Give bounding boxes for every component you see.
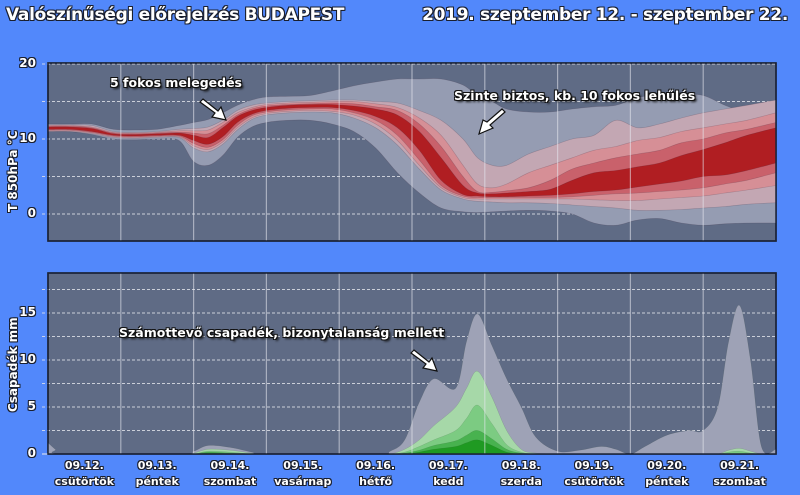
x-label-date: 09.16. [356, 459, 396, 472]
x-label-date: 09.20. [647, 459, 687, 472]
annotation-cooling: Szinte biztos, kb. 10 fokos lehűlés [454, 88, 696, 103]
x-label-weekday: péntek [135, 475, 179, 488]
ytick-precip-10: 10 [19, 352, 36, 366]
x-label-day: 09.12. csütörtök [44, 458, 124, 490]
x-label-day: 09.17. kedd [408, 458, 488, 490]
ytick-temp-20: 20 [19, 56, 36, 70]
x-label-weekday: szombat [203, 475, 257, 488]
y-axis-label-precip: Csapadék mm [6, 317, 20, 412]
date-range: 2019. szeptember 12. - szeptember 22. [422, 5, 788, 25]
x-label-day: 09.19. csütörtök [554, 458, 634, 490]
cooling-arrow-icon [478, 108, 506, 136]
x-label-date: 09.18. [501, 459, 541, 472]
ytick-precip-0: 0 [27, 446, 36, 460]
precip-arrow-icon [410, 349, 438, 372]
x-label-date: 09.17. [428, 459, 468, 472]
temperature-plot [42, 62, 777, 242]
x-label-date: 09.15. [283, 459, 323, 472]
annotation-precip: Számottevő csapadék, bizonytalanság mell… [119, 325, 445, 340]
ytick-temp-10: 10 [19, 131, 36, 145]
x-label-weekday: csütörtök [564, 475, 624, 488]
annotation-warming: 5 fokos melegedés [110, 75, 242, 90]
ytick-precip-5: 5 [27, 399, 36, 413]
x-label-date: 09.19. [574, 459, 614, 472]
ytick-temp-0: 0 [27, 206, 36, 220]
warming-arrow-icon [199, 98, 227, 121]
x-label-day: 09.15. vasárnap [263, 458, 343, 490]
x-label-date: 09.21. [720, 459, 760, 472]
page-title: Valószínűségi előrejelzés BUDAPEST [6, 5, 345, 25]
x-label-weekday: szerda [500, 475, 542, 488]
x-label-weekday: szombat [713, 475, 766, 488]
x-label-day: 09.18. szerda [481, 458, 561, 490]
x-label-date: 09.13. [137, 459, 177, 472]
x-label-weekday: hétfő [359, 475, 393, 488]
x-label-date: 09.14. [210, 459, 250, 472]
ytick-precip-15: 15 [19, 305, 36, 319]
x-label-date: 09.12. [64, 459, 104, 472]
precipitation-plot [42, 272, 777, 455]
x-label-weekday: kedd [433, 475, 464, 488]
y-axis-label-temp: T 850hPa °C [6, 130, 20, 212]
x-label-weekday: péntek [645, 475, 689, 488]
x-label-day: 09.21. szombat [700, 458, 780, 490]
x-label-weekday: csütörtök [54, 475, 115, 488]
x-label-day: 09.14. szombat [190, 458, 270, 490]
x-label-weekday: vasárnap [274, 475, 332, 488]
x-label-day: 09.16. hétfő [336, 458, 416, 490]
x-label-day: 09.13. péntek [117, 458, 197, 490]
x-label-day: 09.20. péntek [627, 458, 707, 490]
